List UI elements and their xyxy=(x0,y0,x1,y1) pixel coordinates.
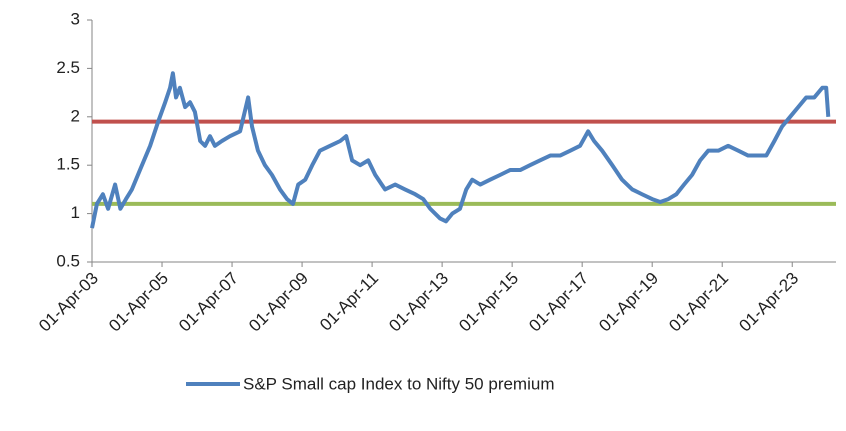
y-tick-label: 2 xyxy=(71,106,80,125)
y-tick-label: 2.5 xyxy=(56,58,80,77)
y-tick-label: 1 xyxy=(71,203,80,222)
x-tick-label: 01-Apr-17 xyxy=(525,269,592,336)
x-tick-label: 01-Apr-07 xyxy=(175,269,242,336)
x-tick-label: 01-Apr-03 xyxy=(35,269,102,336)
series-line xyxy=(90,71,831,229)
x-tick-label: 01-Apr-15 xyxy=(455,269,522,336)
legend-label: S&P Small cap Index to Nifty 50 premium xyxy=(243,374,555,393)
x-tick-label: 01-Apr-23 xyxy=(735,269,802,336)
x-tick-label: 01-Apr-11 xyxy=(316,269,382,335)
x-tick-label: 01-Apr-09 xyxy=(245,269,312,336)
x-tick-label: 01-Apr-13 xyxy=(385,269,452,336)
x-tick-label: 01-Apr-19 xyxy=(595,269,662,336)
y-tick-label: 0.5 xyxy=(56,251,80,270)
x-tick-label: 01-Apr-05 xyxy=(105,269,172,336)
x-tick-label: 01-Apr-21 xyxy=(665,269,732,336)
y-tick-label: 3 xyxy=(71,9,80,28)
y-tick-label: 1.5 xyxy=(56,155,80,174)
